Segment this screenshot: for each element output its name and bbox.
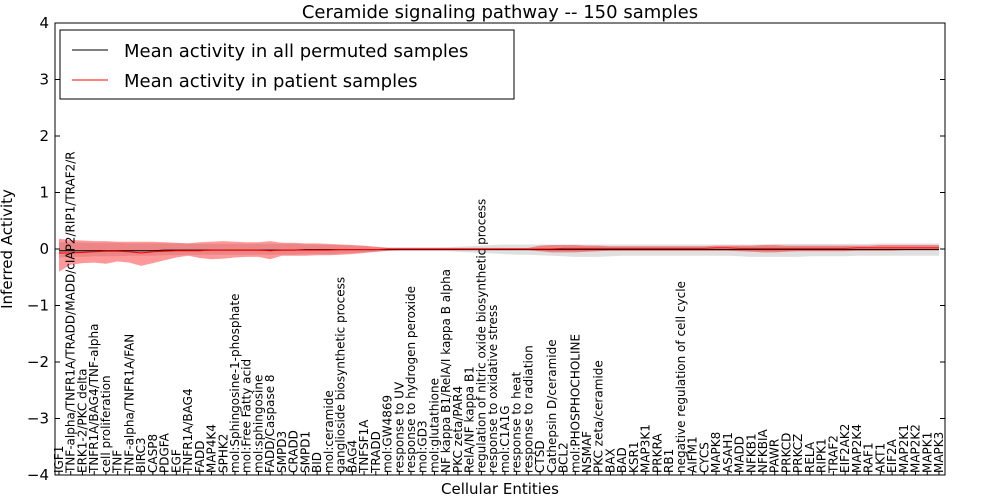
- entity-label: Cathepsin D/ceramide: [545, 339, 559, 473]
- entity-label: KSR1: [627, 442, 641, 473]
- entity-label: RIPK1: [815, 438, 829, 473]
- entity-label: NF kappa B1/RelA/I kappa B alpha: [439, 269, 453, 473]
- y-axis-label: Inferred Activity: [0, 189, 16, 309]
- y-tick-labels: 4 3 2 1 0 −1 −2 −3 −4: [27, 14, 49, 484]
- entity-label: response to heat: [510, 371, 524, 473]
- entity-label: NSMAF: [580, 431, 594, 473]
- entity-label: ganglioside biosynthetic process: [334, 277, 348, 473]
- entity-label: regulation of nitric oxide biosynthetic …: [474, 199, 488, 473]
- band-1: [59, 238, 939, 272]
- entity-label: AIFM1: [686, 436, 700, 473]
- entity-label: PDGFA: [158, 432, 172, 473]
- entity-label: mol:GW4869: [381, 395, 395, 473]
- entity-label: mol:PHOSPHOCHOLINE: [568, 334, 582, 473]
- entity-label: MAP2K4: [850, 424, 864, 473]
- entity-label: MADD: [733, 436, 747, 473]
- entity-label: BCL2: [557, 442, 571, 473]
- entity-label: MAPK8: [709, 432, 723, 473]
- entity-label: BAD: [615, 447, 629, 473]
- entity-label: SMPD3: [275, 431, 289, 473]
- entity-label: mol:Sphingosine-1-phosphate: [228, 294, 242, 474]
- entity-label: RelA/NF kappa B1: [463, 366, 477, 473]
- entity-label: MAPK3: [932, 432, 946, 473]
- entity-label: CTSD: [533, 440, 547, 473]
- entity-label: NFKBIA: [756, 428, 770, 473]
- entity-label: response to UV: [392, 381, 406, 473]
- entity-label: ASAH1: [721, 432, 735, 473]
- plot-frame: [54, 22, 946, 476]
- entity-label: MAPK1: [920, 432, 934, 473]
- entity-labels: IGF1TNF-alpha/TNFR1A/TRADD/MADD/cIAP2/RI…: [52, 151, 946, 474]
- entity-label: MAP2K1: [897, 424, 911, 473]
- entity-label: CYCS: [697, 442, 711, 473]
- entity-label: RAF1: [862, 442, 876, 473]
- entity-label: mol:glutathione: [428, 378, 442, 473]
- entity-label: MAP4K4: [205, 424, 219, 473]
- entity-label: FADD: [193, 441, 207, 474]
- entity-label: MAP2K2: [909, 424, 923, 473]
- entity-label: NFKB1: [744, 433, 758, 473]
- x-axis-label: Cellular Entities: [441, 480, 559, 498]
- entity-label: TNFR1A/BAG4/TNF-alpha: [87, 324, 101, 474]
- entity-label: response to hydrogen peroxide: [404, 286, 418, 473]
- entity-label: CASP8: [146, 434, 160, 473]
- entity-label: cell proliferation: [99, 375, 113, 473]
- confidence-bands: [59, 238, 939, 272]
- y-tick-label: 2: [39, 127, 49, 145]
- entity-label: MAP3K1: [639, 424, 653, 473]
- series-lines: [59, 247, 939, 254]
- entity-label: PKC zeta/PAR4: [451, 386, 465, 473]
- entity-label: TRAF2: [826, 435, 840, 474]
- entity-label: ERK1-2/PKC delta: [76, 369, 90, 473]
- entity-label: mol:GD3: [416, 420, 430, 473]
- series-line-1: [59, 247, 939, 254]
- entity-label: EIF2AK2: [838, 424, 852, 473]
- entity-label: PAWR: [768, 439, 782, 473]
- entity-label: TNF-alpha/TNFR1A/FAN: [122, 334, 136, 474]
- entity-label: response to radiation: [521, 345, 535, 473]
- entity-label: CRADD: [287, 430, 301, 473]
- entity-label: negative regulation of cell cycle: [674, 281, 688, 473]
- entity-label: PRKCZ: [791, 434, 805, 473]
- entity-label: BID: [310, 452, 324, 473]
- entity-label: SPHK2: [216, 434, 230, 473]
- y-tick-label: −4: [27, 466, 49, 484]
- entity-label: mol:sphingosine: [252, 375, 266, 473]
- entity-label: BAG4: [345, 440, 359, 473]
- entity-label: PRKRA: [650, 433, 664, 473]
- y-tick-label: 3: [39, 71, 49, 89]
- entity-label: TRADD: [369, 431, 383, 474]
- entity-label: mol:C1A1G: [498, 405, 512, 473]
- legend-label-patient: Mean activity in patient samples: [124, 71, 418, 92]
- entity-label: PRKCD: [780, 433, 794, 473]
- y-tick-label: −1: [27, 297, 49, 315]
- y-tick-label: −3: [27, 410, 49, 428]
- entity-label: FADD/Caspase 8: [263, 374, 277, 473]
- entity-label: AKT1: [873, 443, 887, 473]
- entity-label: EGF: [169, 449, 183, 473]
- y-tick-label: −2: [27, 353, 49, 371]
- entity-label: PKC zeta/ceramide: [592, 360, 606, 473]
- y-tick-label: 0: [39, 240, 49, 258]
- legend: Mean activity in all permuted samples Me…: [59, 29, 515, 100]
- entity-label: RB1: [662, 449, 676, 473]
- entity-label: EIF2A: [885, 438, 899, 473]
- legend-label-permuted: Mean activity in all permuted samples: [124, 41, 468, 62]
- entity-label: response to oxidative stress: [486, 305, 500, 473]
- chart-title: Ceramide signaling pathway -- 150 sample…: [302, 2, 698, 23]
- entity-label: BAX: [604, 448, 618, 473]
- entity-label: mol:ceramide: [322, 390, 336, 473]
- y-tick-label: 4: [39, 14, 49, 32]
- entity-label: TNF-alpha/TNFR1A/TRADD/MADD/cIAP2/RIP1/T…: [64, 151, 78, 474]
- entity-label: TNFR1A/BAG4: [181, 388, 195, 474]
- entity-label: SMPD1: [298, 431, 312, 473]
- y-tick-label: 1: [39, 184, 49, 202]
- entity-label: RELA: [803, 441, 817, 473]
- entity-label: BIRC3: [134, 437, 148, 473]
- entity-label: mol:Free Fatty acid: [240, 359, 254, 473]
- entity-label: TNFSF1A: [357, 419, 371, 474]
- entity-label: TNF: [111, 450, 125, 474]
- legend-box: [59, 29, 515, 100]
